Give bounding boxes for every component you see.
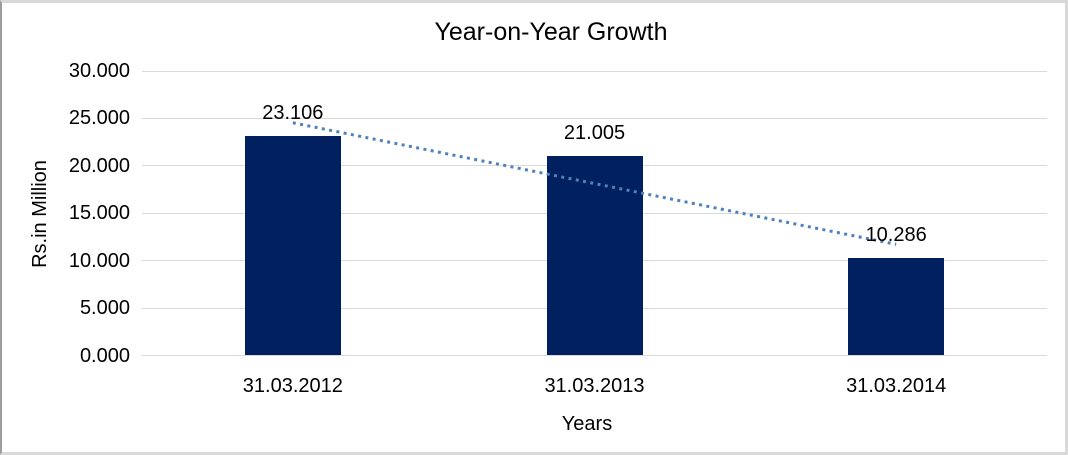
x-category-label: 31.03.2012 (242, 375, 343, 397)
y-tick-label: 15.000 (68, 202, 130, 225)
trendline-svg (292, 121, 897, 246)
y-tick-label: 10.000 (68, 249, 130, 272)
y-tick-label: 0.000 (79, 344, 130, 367)
bar (546, 156, 643, 356)
chart-title: Year-on-Year Growth (434, 18, 668, 46)
data-label: 10.286 (865, 223, 927, 246)
bar (244, 136, 341, 356)
data-label: 21.005 (563, 122, 626, 145)
y-tick-label: 5.000 (79, 297, 130, 320)
y-tick-label: 25.000 (68, 107, 130, 130)
data-label: 23.106 (262, 102, 324, 125)
trendline (292, 121, 897, 246)
gridline (142, 117, 1047, 119)
x-axis-title: Years (561, 413, 613, 435)
gridline (142, 355, 1047, 356)
y-tick-label: 20.000 (68, 154, 130, 177)
x-category-label: 31.03.2013 (544, 375, 645, 397)
y-tick-label: 30.000 (68, 60, 130, 82)
bar (848, 257, 945, 356)
x-category-label: 31.03.2014 (846, 375, 947, 397)
plot-area (142, 70, 1047, 356)
gridline (142, 70, 1047, 72)
